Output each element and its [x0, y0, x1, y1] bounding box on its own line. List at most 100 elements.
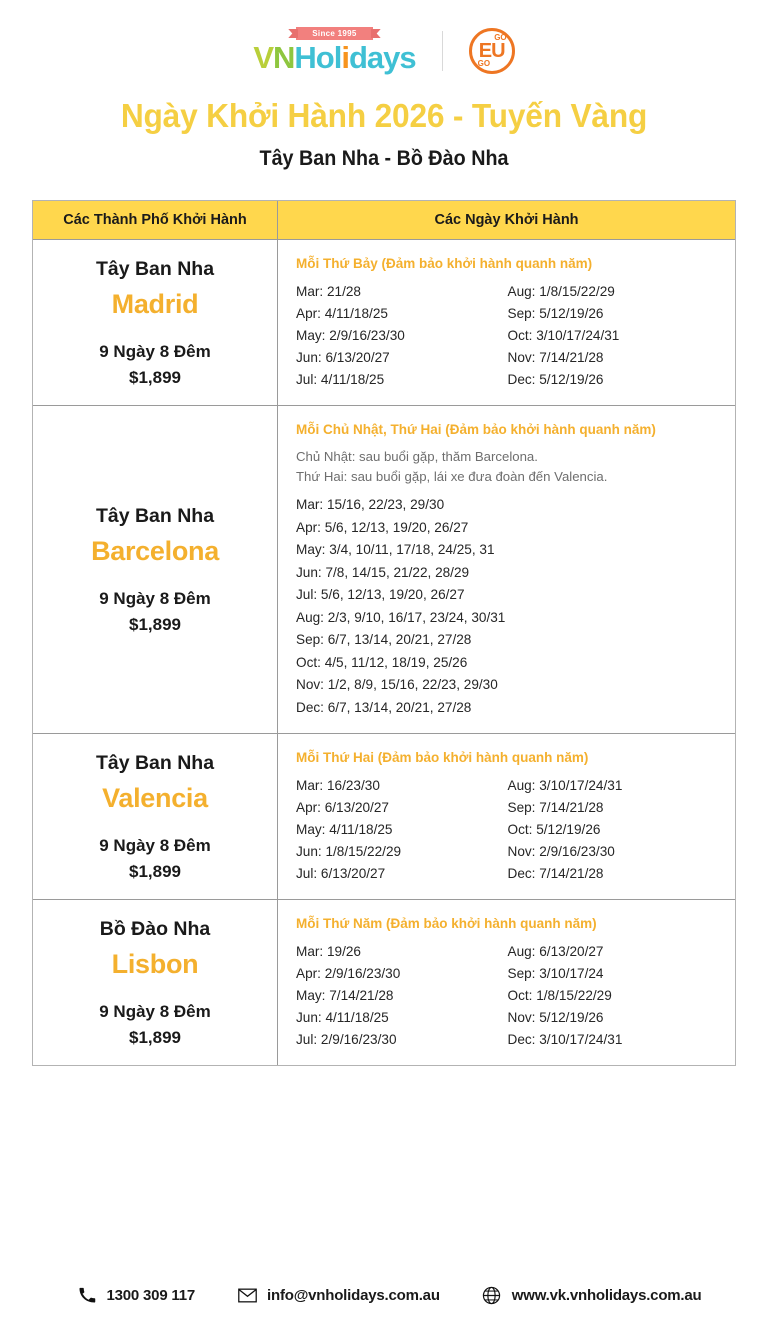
- table-row: Tây Ban Nha Valencia 9 Ngày 8 Đêm $1,899 Mỗi…: [33, 734, 735, 900]
- table-body: Tây Ban Nha Madrid 9 Ngày 8 Đêm $1,899 Mỗi T…: [33, 240, 735, 1065]
- date-line: Dec: 3/10/17/24/31: [507, 1032, 623, 1047]
- departure-table: Các Thành Phố Khởi Hành Các Ngày Khởi Hà…: [32, 200, 736, 1066]
- city-cell: Tây Ban Nha Barcelona 9 Ngày 8 Đêm $1,899: [33, 406, 278, 733]
- date-line: Mar: 19/26: [296, 944, 361, 959]
- dates-column-left: Mar: 19/26 Apr: 2/9/16/23/30 May: 7/14/21/…: [296, 941, 508, 1051]
- dates-cell: Mỗi Thứ Hai (Đảm bảo khởi hành quanh năm…: [278, 734, 735, 899]
- vnholidays-wordmark: VNHolidays: [253, 40, 416, 75]
- vnholidays-logo: Since 1995 VNHolidays: [253, 27, 417, 75]
- date-line: Oct: 1/8/15/22/29: [507, 988, 612, 1003]
- dates-columns: Mar: 16/23/30 Apr: 6/13/20/27 May: 4/11/18…: [296, 775, 719, 885]
- email-address: info@vnholidays.com.au: [267, 1286, 440, 1304]
- price-label: $1,899: [129, 861, 181, 881]
- contact-phone[interactable]: 1300 309 117: [77, 1285, 196, 1305]
- date-line: Mar: 15/16, 22/23, 29/30: [296, 497, 445, 512]
- phone-number: 1300 309 117: [106, 1286, 196, 1304]
- date-line: Sep: 3/10/17/24: [507, 966, 604, 981]
- date-line: Apr: 5/6, 12/13, 19/20, 26/27: [296, 519, 469, 535]
- date-line: Dec: 6/7, 13/14, 20/21, 27/28: [296, 699, 472, 715]
- date-line: Sep: 5/12/19/26: [507, 306, 604, 321]
- dates-notes: Chủ Nhật: sau buổi gặp, thăm Barcelona. T…: [296, 447, 719, 487]
- column-header-dates: Các Ngày Khởi Hành: [434, 212, 579, 228]
- date-line: Jun: 4/11/18/25: [296, 1010, 389, 1025]
- duration-label: 9 Ngày 8 Đêm: [99, 341, 211, 361]
- duration-label: 9 Ngày 8 Đêm: [99, 588, 211, 608]
- date-line: May: 2/9/16/23/30: [296, 328, 405, 343]
- globe-icon: [482, 1285, 502, 1305]
- go-eu-main-label: EU: [478, 40, 506, 62]
- dates-cell: Mỗi Chủ Nhật, Thứ Hai (Đảm bảo khởi hành…: [278, 406, 735, 733]
- city-label: Lisbon: [111, 948, 199, 979]
- dates-column-right: Aug: 1/8/15/22/29 Sep: 5/12/19/26 Oct: 3/1…: [508, 281, 720, 391]
- date-line: Aug: 3/10/17/24/31: [507, 778, 623, 793]
- date-line: Aug: 2/3, 9/10, 16/17, 23/24, 30/31: [296, 609, 506, 625]
- dates-columns: Mar: 21/28 Apr: 4/11/18/25 May: 2/9/16/23/…: [296, 281, 719, 391]
- date-line: Sep: 7/14/21/28: [507, 800, 604, 815]
- dates-columns: Mar: 19/26 Apr: 2/9/16/23/30 May: 7/14/21/…: [296, 941, 719, 1051]
- date-line: Mar: 16/23/30: [296, 778, 380, 793]
- dates-column-left: Mar: 16/23/30 Apr: 6/13/20/27 May: 4/11/18…: [296, 775, 508, 885]
- date-line: Oct: 5/12/19/26: [507, 822, 601, 837]
- go-eu-bottom-label: GO: [477, 59, 491, 68]
- website-url: www.vk.vnholidays.com.au: [511, 1286, 702, 1304]
- column-header-cities: Các Thành Phố Khởi Hành: [33, 201, 278, 239]
- country-label: Tây Ban Nha: [95, 751, 215, 774]
- price-label: $1,899: [129, 1027, 181, 1047]
- logo-divider: [441, 31, 443, 71]
- date-line: Dec: 5/12/19/26: [507, 372, 604, 387]
- date-line: Nov: 7/14/21/28: [507, 350, 604, 365]
- price-label: $1,899: [129, 367, 181, 387]
- country-label: Tây Ban Nha: [95, 257, 215, 280]
- dates-cell: Mỗi Thứ Bảy (Đảm bảo khởi hành quanh năm…: [278, 240, 735, 405]
- logo-bar: Since 1995 VNHolidays GO EU GO: [0, 0, 768, 88]
- date-line: May: 3/4, 10/11, 17/18, 24/25, 31: [296, 542, 495, 557]
- date-line: Jul: 5/6, 12/13, 19/20, 26/27: [296, 587, 465, 602]
- date-line: Sep: 6/7, 13/14, 20/21, 27/28: [296, 632, 472, 647]
- phone-icon: [77, 1285, 97, 1305]
- date-line: Aug: 1/8/15/22/29: [507, 284, 615, 299]
- contact-email[interactable]: info@vnholidays.com.au: [237, 1285, 440, 1305]
- dates-column-left: Mar: 21/28 Apr: 4/11/18/25 May: 2/9/16/23/…: [296, 281, 508, 391]
- city-cell: Tây Ban Nha Valencia 9 Ngày 8 Đêm $1,899: [33, 734, 278, 899]
- date-line: Jun: 6/13/20/27: [296, 350, 390, 365]
- dates-cell: Mỗi Thứ Năm (Đảm bảo khởi hành quanh năm…: [278, 900, 735, 1065]
- dates-column-right: Aug: 6/13/20/27 Sep: 3/10/17/24 Oct: 1/8/1…: [508, 941, 720, 1051]
- city-cell: Bồ Đào Nha Lisbon 9 Ngày 8 Đêm $1,899: [33, 900, 278, 1065]
- table-row: Bồ Đào Nha Lisbon 9 Ngày 8 Đêm $1,899 Mỗi Th…: [33, 900, 735, 1065]
- date-line: Aug: 6/13/20/27: [507, 944, 604, 959]
- date-line: Jul: 6/13/20/27: [296, 866, 386, 881]
- table-row: Tây Ban Nha Barcelona 9 Ngày 8 Đêm $1,899 Mỗ…: [33, 406, 735, 734]
- duration-label: 9 Ngày 8 Đêm: [99, 1001, 211, 1021]
- date-line: Apr: 4/11/18/25: [296, 306, 388, 321]
- contact-footer: 1300 309 117 info@vnholidays.com.au www.…: [0, 1285, 768, 1305]
- dates-note: Chủ Nhật: sau buổi gặp, thăm Barcelona.: [296, 449, 538, 464]
- table-row: Tây Ban Nha Madrid 9 Ngày 8 Đêm $1,899 Mỗi T…: [33, 240, 735, 406]
- table-header-row: Các Thành Phố Khởi Hành Các Ngày Khởi Hà…: [33, 201, 735, 240]
- go-eu-top-label: GO: [494, 33, 507, 42]
- dates-title: Mỗi Chủ Nhật, Thứ Hai (Đảm bảo khởi hành…: [296, 422, 656, 437]
- date-line: Jul: 4/11/18/25: [296, 372, 385, 387]
- duration-label: 9 Ngày 8 Đêm: [99, 835, 211, 855]
- date-line: Nov: 1/2, 8/9, 15/16, 22/23, 29/30: [296, 677, 498, 692]
- dates-title: Mỗi Thứ Năm (Đảm bảo khởi hành quanh năm…: [296, 916, 597, 931]
- date-line: Jul: 2/9/16/23/30: [296, 1032, 397, 1047]
- city-label: Madrid: [111, 288, 199, 319]
- since-ribbon: Since 1995: [296, 27, 373, 40]
- date-line: Mar: 21/28: [296, 284, 361, 299]
- date-line: Nov: 2/9/16/23/30: [507, 844, 615, 859]
- date-line: May: 7/14/21/28: [296, 988, 394, 1003]
- city-cell: Tây Ban Nha Madrid 9 Ngày 8 Đêm $1,899: [33, 240, 278, 405]
- date-line: Apr: 2/9/16/23/30: [296, 966, 401, 981]
- city-label: Barcelona: [91, 535, 219, 566]
- envelope-icon: [237, 1285, 257, 1305]
- city-label: Valencia: [102, 782, 208, 813]
- contact-website[interactable]: www.vk.vnholidays.com.au: [482, 1285, 702, 1305]
- go-eu-badge-icon: GO EU GO: [468, 28, 515, 74]
- country-label: Bồ Đào Nha: [99, 917, 211, 940]
- dates-note: Thứ Hai: sau buổi gặp, lái xe đưa đoàn đ…: [296, 469, 608, 484]
- date-line: May: 4/11/18/25: [296, 822, 393, 837]
- dates-title: Mỗi Thứ Hai (Đảm bảo khởi hành quanh năm…: [296, 750, 589, 765]
- date-line: Jun: 1/8/15/22/29: [296, 844, 402, 859]
- dates-column-right: Aug: 3/10/17/24/31 Sep: 7/14/21/28 Oct: 5/…: [508, 775, 720, 885]
